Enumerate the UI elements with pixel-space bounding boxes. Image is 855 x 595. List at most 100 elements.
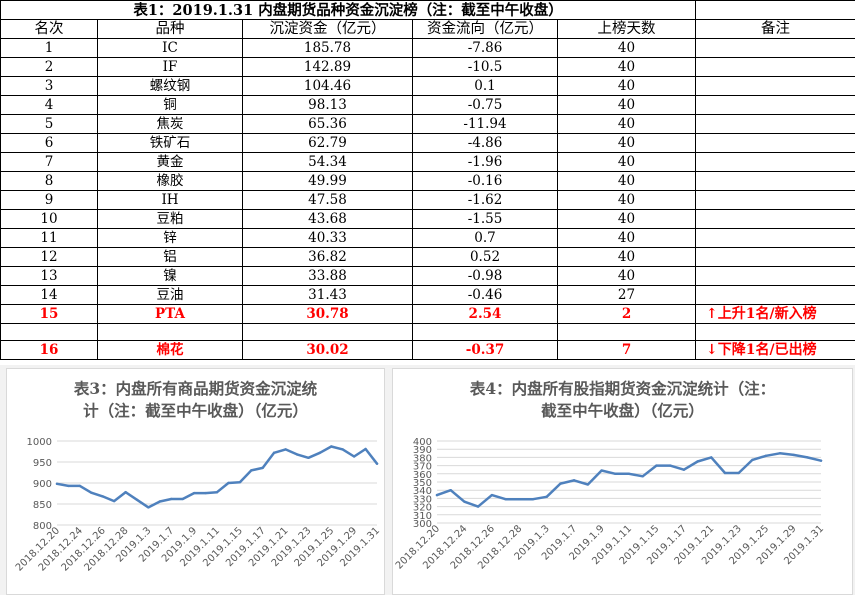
cell-rank[interactable]: 1 [0, 38, 98, 58]
cell-note[interactable] [695, 76, 855, 96]
empty-cell[interactable] [556, 323, 697, 341]
cell-fund[interactable]: 65.36 [242, 114, 413, 134]
cell-flow[interactable]: 2.54 [412, 304, 558, 324]
cell-fund[interactable]: 54.34 [242, 152, 413, 172]
cell-note[interactable] [695, 114, 855, 134]
empty-cell[interactable] [242, 323, 413, 341]
cell-days[interactable]: 40 [556, 247, 697, 267]
cell-fund[interactable]: 49.99 [242, 171, 413, 191]
cell-days[interactable]: 40 [556, 133, 697, 153]
cell-rank[interactable]: 3 [0, 76, 98, 96]
cell-days[interactable]: 7 [556, 340, 697, 360]
cell-days[interactable]: 40 [556, 152, 697, 172]
cell-rank[interactable]: 14 [0, 285, 98, 305]
cell-days[interactable]: 40 [556, 266, 697, 286]
cell-fund[interactable]: 36.82 [242, 247, 413, 267]
cell-name[interactable]: IH [97, 190, 243, 210]
cell-days[interactable]: 40 [556, 171, 697, 191]
cell-days[interactable]: 40 [556, 95, 697, 115]
cell-flow[interactable]: -0.37 [412, 340, 558, 360]
cell-fund[interactable]: 104.46 [242, 76, 413, 96]
cell-rank[interactable]: 8 [0, 171, 98, 191]
cell-name[interactable]: 豆油 [97, 285, 243, 305]
cell-flow[interactable]: -7.86 [412, 38, 558, 58]
cell-days[interactable]: 40 [556, 57, 697, 77]
cell-rank[interactable]: 11 [0, 228, 98, 248]
cell-fund[interactable]: 43.68 [242, 209, 413, 229]
empty-cell[interactable] [695, 323, 855, 341]
cell-note[interactable] [695, 57, 855, 77]
cell-note[interactable] [695, 38, 855, 58]
cell-flow[interactable]: -1.96 [412, 152, 558, 172]
cell-flow[interactable]: -0.75 [412, 95, 558, 115]
cell-note[interactable]: ↑上升1名/新入榜 [695, 304, 855, 324]
cell-flow[interactable]: 0.1 [412, 76, 558, 96]
cell-note[interactable] [695, 228, 855, 248]
cell-rank[interactable]: 2 [0, 57, 98, 77]
cell-note[interactable] [695, 133, 855, 153]
cell-name[interactable]: 铁矿石 [97, 133, 243, 153]
chart-commodity[interactable]: 表3：内盘所有商品期货资金沉淀统 计（注：截至中午收盘）（亿元） 800 850 9… [6, 368, 385, 595]
cell-name[interactable]: 锌 [97, 228, 243, 248]
cell-rank[interactable]: 15 [0, 304, 98, 324]
cell-fund[interactable]: 142.89 [242, 57, 413, 77]
cell-rank[interactable]: 16 [0, 340, 98, 360]
cell-name[interactable]: 焦炭 [97, 114, 243, 134]
cell-name[interactable]: 橡胶 [97, 171, 243, 191]
cell-flow[interactable]: -1.55 [412, 209, 558, 229]
cell-name[interactable]: 螺纹钢 [97, 76, 243, 96]
cell-rank[interactable]: 7 [0, 152, 98, 172]
cell-rank[interactable]: 6 [0, 133, 98, 153]
cell-flow[interactable]: -11.94 [412, 114, 558, 134]
table-title[interactable]: 表1：2019.1.31 内盘期货品种资金沉淀榜（注：截至中午收盘） [0, 0, 697, 20]
cell-flow[interactable]: -0.46 [412, 285, 558, 305]
empty-cell[interactable] [695, 0, 855, 20]
chart-index[interactable]: 表4：内盘所有股指期货资金沉淀统计（注： 截至中午收盘）（亿元） 300 310 3… [392, 368, 853, 595]
cell-days[interactable]: 40 [556, 209, 697, 229]
cell-name[interactable]: 铜 [97, 95, 243, 115]
cell-days[interactable]: 2 [556, 304, 697, 324]
cell-days[interactable]: 40 [556, 114, 697, 134]
cell-days[interactable]: 40 [556, 76, 697, 96]
cell-note[interactable] [695, 285, 855, 305]
cell-name[interactable]: 黄金 [97, 152, 243, 172]
empty-cell[interactable] [97, 323, 243, 341]
cell-fund[interactable]: 185.78 [242, 38, 413, 58]
empty-cell[interactable] [0, 323, 98, 341]
cell-days[interactable]: 40 [556, 38, 697, 58]
cell-name[interactable]: 铝 [97, 247, 243, 267]
cell-flow[interactable]: -10.5 [412, 57, 558, 77]
header-days[interactable]: 上榜天数 [556, 19, 697, 39]
cell-name[interactable]: 豆粕 [97, 209, 243, 229]
cell-note[interactable] [695, 266, 855, 286]
cell-note[interactable] [695, 190, 855, 210]
cell-days[interactable]: 27 [556, 285, 697, 305]
cell-fund[interactable]: 31.43 [242, 285, 413, 305]
cell-note[interactable]: ↓下降1名/已出榜 [695, 340, 855, 360]
cell-fund[interactable]: 30.02 [242, 340, 413, 360]
header-fund[interactable]: 沉淀资金（亿元） [242, 19, 413, 39]
cell-note[interactable] [695, 152, 855, 172]
cell-rank[interactable]: 5 [0, 114, 98, 134]
empty-cell[interactable] [412, 323, 558, 341]
cell-flow[interactable]: -0.98 [412, 266, 558, 286]
cell-rank[interactable]: 10 [0, 209, 98, 229]
cell-rank[interactable]: 9 [0, 190, 98, 210]
cell-note[interactable] [695, 95, 855, 115]
cell-fund[interactable]: 33.88 [242, 266, 413, 286]
cell-flow[interactable]: 0.7 [412, 228, 558, 248]
cell-fund[interactable]: 98.13 [242, 95, 413, 115]
header-rank[interactable]: 名次 [0, 19, 98, 39]
cell-fund[interactable]: 40.33 [242, 228, 413, 248]
cell-fund[interactable]: 62.79 [242, 133, 413, 153]
cell-days[interactable]: 40 [556, 228, 697, 248]
header-name[interactable]: 品种 [97, 19, 243, 39]
cell-note[interactable] [695, 209, 855, 229]
cell-note[interactable] [695, 247, 855, 267]
cell-rank[interactable]: 4 [0, 95, 98, 115]
cell-name[interactable]: 棉花 [97, 340, 243, 360]
cell-rank[interactable]: 13 [0, 266, 98, 286]
header-flow[interactable]: 资金流向（亿元） [412, 19, 558, 39]
cell-days[interactable]: 40 [556, 190, 697, 210]
cell-flow[interactable]: 0.52 [412, 247, 558, 267]
